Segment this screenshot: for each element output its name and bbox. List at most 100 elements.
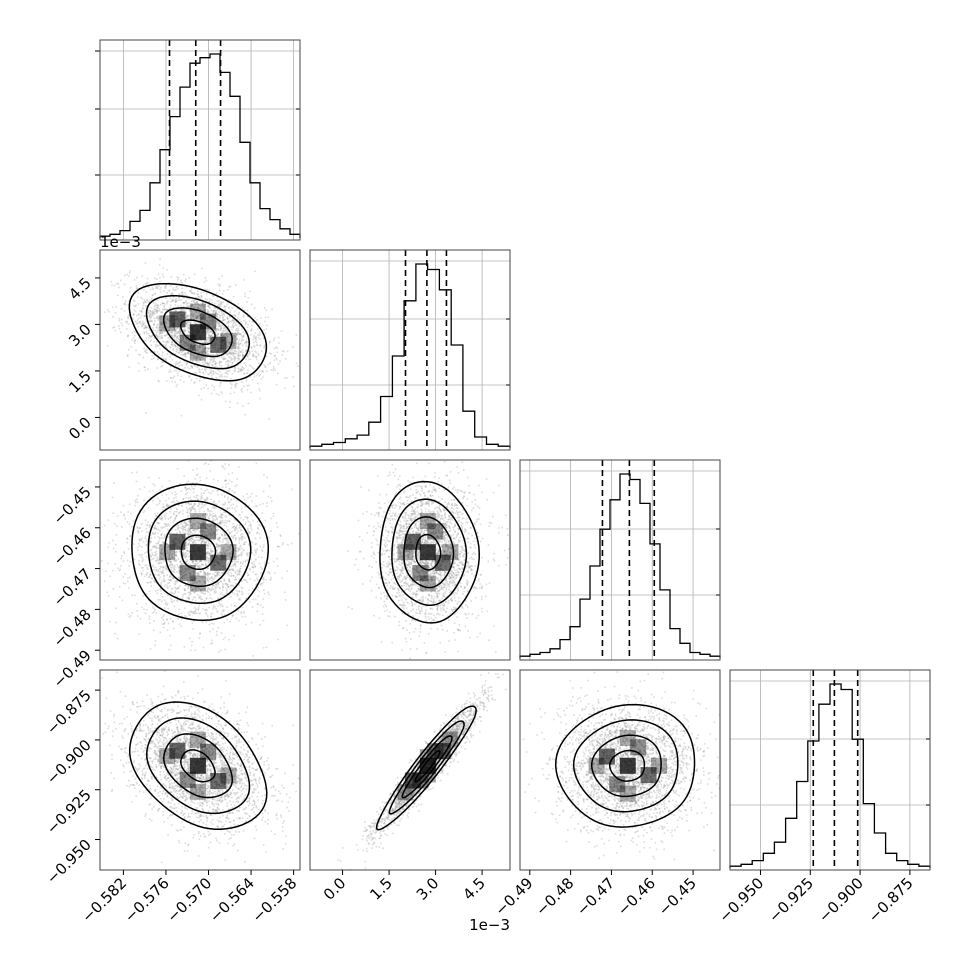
sample-point xyxy=(238,569,240,571)
sample-point xyxy=(195,377,198,380)
sample-point xyxy=(165,344,167,347)
sample-point xyxy=(229,406,231,409)
sample-point xyxy=(184,329,187,332)
sample-point xyxy=(206,528,209,530)
sample-point xyxy=(223,521,225,524)
sample-point xyxy=(139,310,141,312)
sample-point xyxy=(136,321,138,324)
sample-point xyxy=(180,340,183,343)
sample-point xyxy=(147,531,149,534)
sample-point xyxy=(208,323,211,326)
sample-point xyxy=(214,503,216,505)
sample-point xyxy=(166,309,169,311)
sample-point xyxy=(212,294,214,297)
sample-point xyxy=(237,303,240,305)
sample-point xyxy=(159,332,161,335)
sample-point xyxy=(162,526,164,528)
sample-point xyxy=(182,338,184,340)
sample-point xyxy=(205,555,208,558)
sample-point xyxy=(185,323,188,325)
sample-point xyxy=(207,567,210,570)
sample-point xyxy=(249,601,251,603)
sample-point xyxy=(224,332,227,334)
sample-point xyxy=(198,539,200,542)
sample-point xyxy=(231,591,233,593)
sample-point xyxy=(257,372,259,375)
sample-point xyxy=(154,640,157,642)
sample-point xyxy=(239,333,242,335)
sample-point xyxy=(211,301,214,304)
sample-point xyxy=(179,379,182,381)
sample-point xyxy=(173,338,176,341)
sample-point xyxy=(181,500,183,503)
sample-point xyxy=(127,354,129,356)
sample-point xyxy=(201,350,204,352)
sample-point xyxy=(197,573,200,576)
sample-point xyxy=(261,582,263,585)
sample-point xyxy=(183,593,186,595)
sample-point xyxy=(193,495,195,498)
sample-point xyxy=(177,337,180,339)
sample-point xyxy=(171,554,173,557)
sample-point xyxy=(204,361,207,363)
sample-point xyxy=(201,303,204,306)
sample-point xyxy=(138,337,141,339)
sample-point xyxy=(242,549,244,552)
sample-point xyxy=(191,314,193,316)
sample-point xyxy=(181,596,184,598)
sample-point xyxy=(181,576,183,579)
sample-point xyxy=(203,349,206,351)
sample-point xyxy=(215,365,218,368)
sample-point xyxy=(178,569,180,572)
sample-point xyxy=(224,400,227,403)
sample-point xyxy=(176,587,179,589)
sample-point xyxy=(226,369,228,372)
sample-point xyxy=(207,336,209,339)
sample-point xyxy=(184,353,186,356)
sample-point xyxy=(193,364,196,366)
sample-point xyxy=(149,534,152,537)
sample-point xyxy=(205,351,207,354)
sample-point xyxy=(183,345,186,347)
sample-point xyxy=(202,576,204,578)
sample-point xyxy=(196,302,198,304)
sample-point xyxy=(218,311,220,313)
sample-point xyxy=(137,494,139,497)
sample-point xyxy=(231,320,234,322)
sample-point xyxy=(128,503,131,506)
sample-point xyxy=(190,292,193,294)
sample-point xyxy=(189,573,192,576)
sample-point xyxy=(188,581,191,583)
sample-point xyxy=(169,306,172,309)
sample-point xyxy=(205,325,207,328)
sample-point xyxy=(201,317,204,319)
sample-point xyxy=(176,571,178,573)
sample-point xyxy=(213,328,215,331)
sample-point xyxy=(212,573,214,575)
sample-point xyxy=(226,303,229,306)
sample-point xyxy=(205,559,208,562)
sample-point xyxy=(173,497,175,500)
sample-point xyxy=(189,528,192,530)
sample-point xyxy=(188,487,190,490)
sample-point xyxy=(157,542,159,545)
sample-point xyxy=(208,304,211,306)
sample-point xyxy=(146,581,149,584)
sample-point xyxy=(158,568,161,570)
sample-point xyxy=(244,457,246,459)
sample-point xyxy=(252,571,254,573)
sample-point xyxy=(179,327,181,329)
sample-point xyxy=(195,301,198,303)
scatter-panel-0-1 xyxy=(103,258,299,420)
sample-point xyxy=(243,385,245,387)
sample-point xyxy=(257,353,260,355)
sample-point xyxy=(202,529,205,532)
sample-point xyxy=(157,358,159,360)
sample-point xyxy=(163,575,165,577)
sample-point xyxy=(163,522,166,525)
sample-point xyxy=(127,613,130,616)
sample-point xyxy=(213,532,215,534)
sample-point xyxy=(242,351,244,354)
sample-point xyxy=(205,542,207,544)
sample-point xyxy=(214,514,217,517)
